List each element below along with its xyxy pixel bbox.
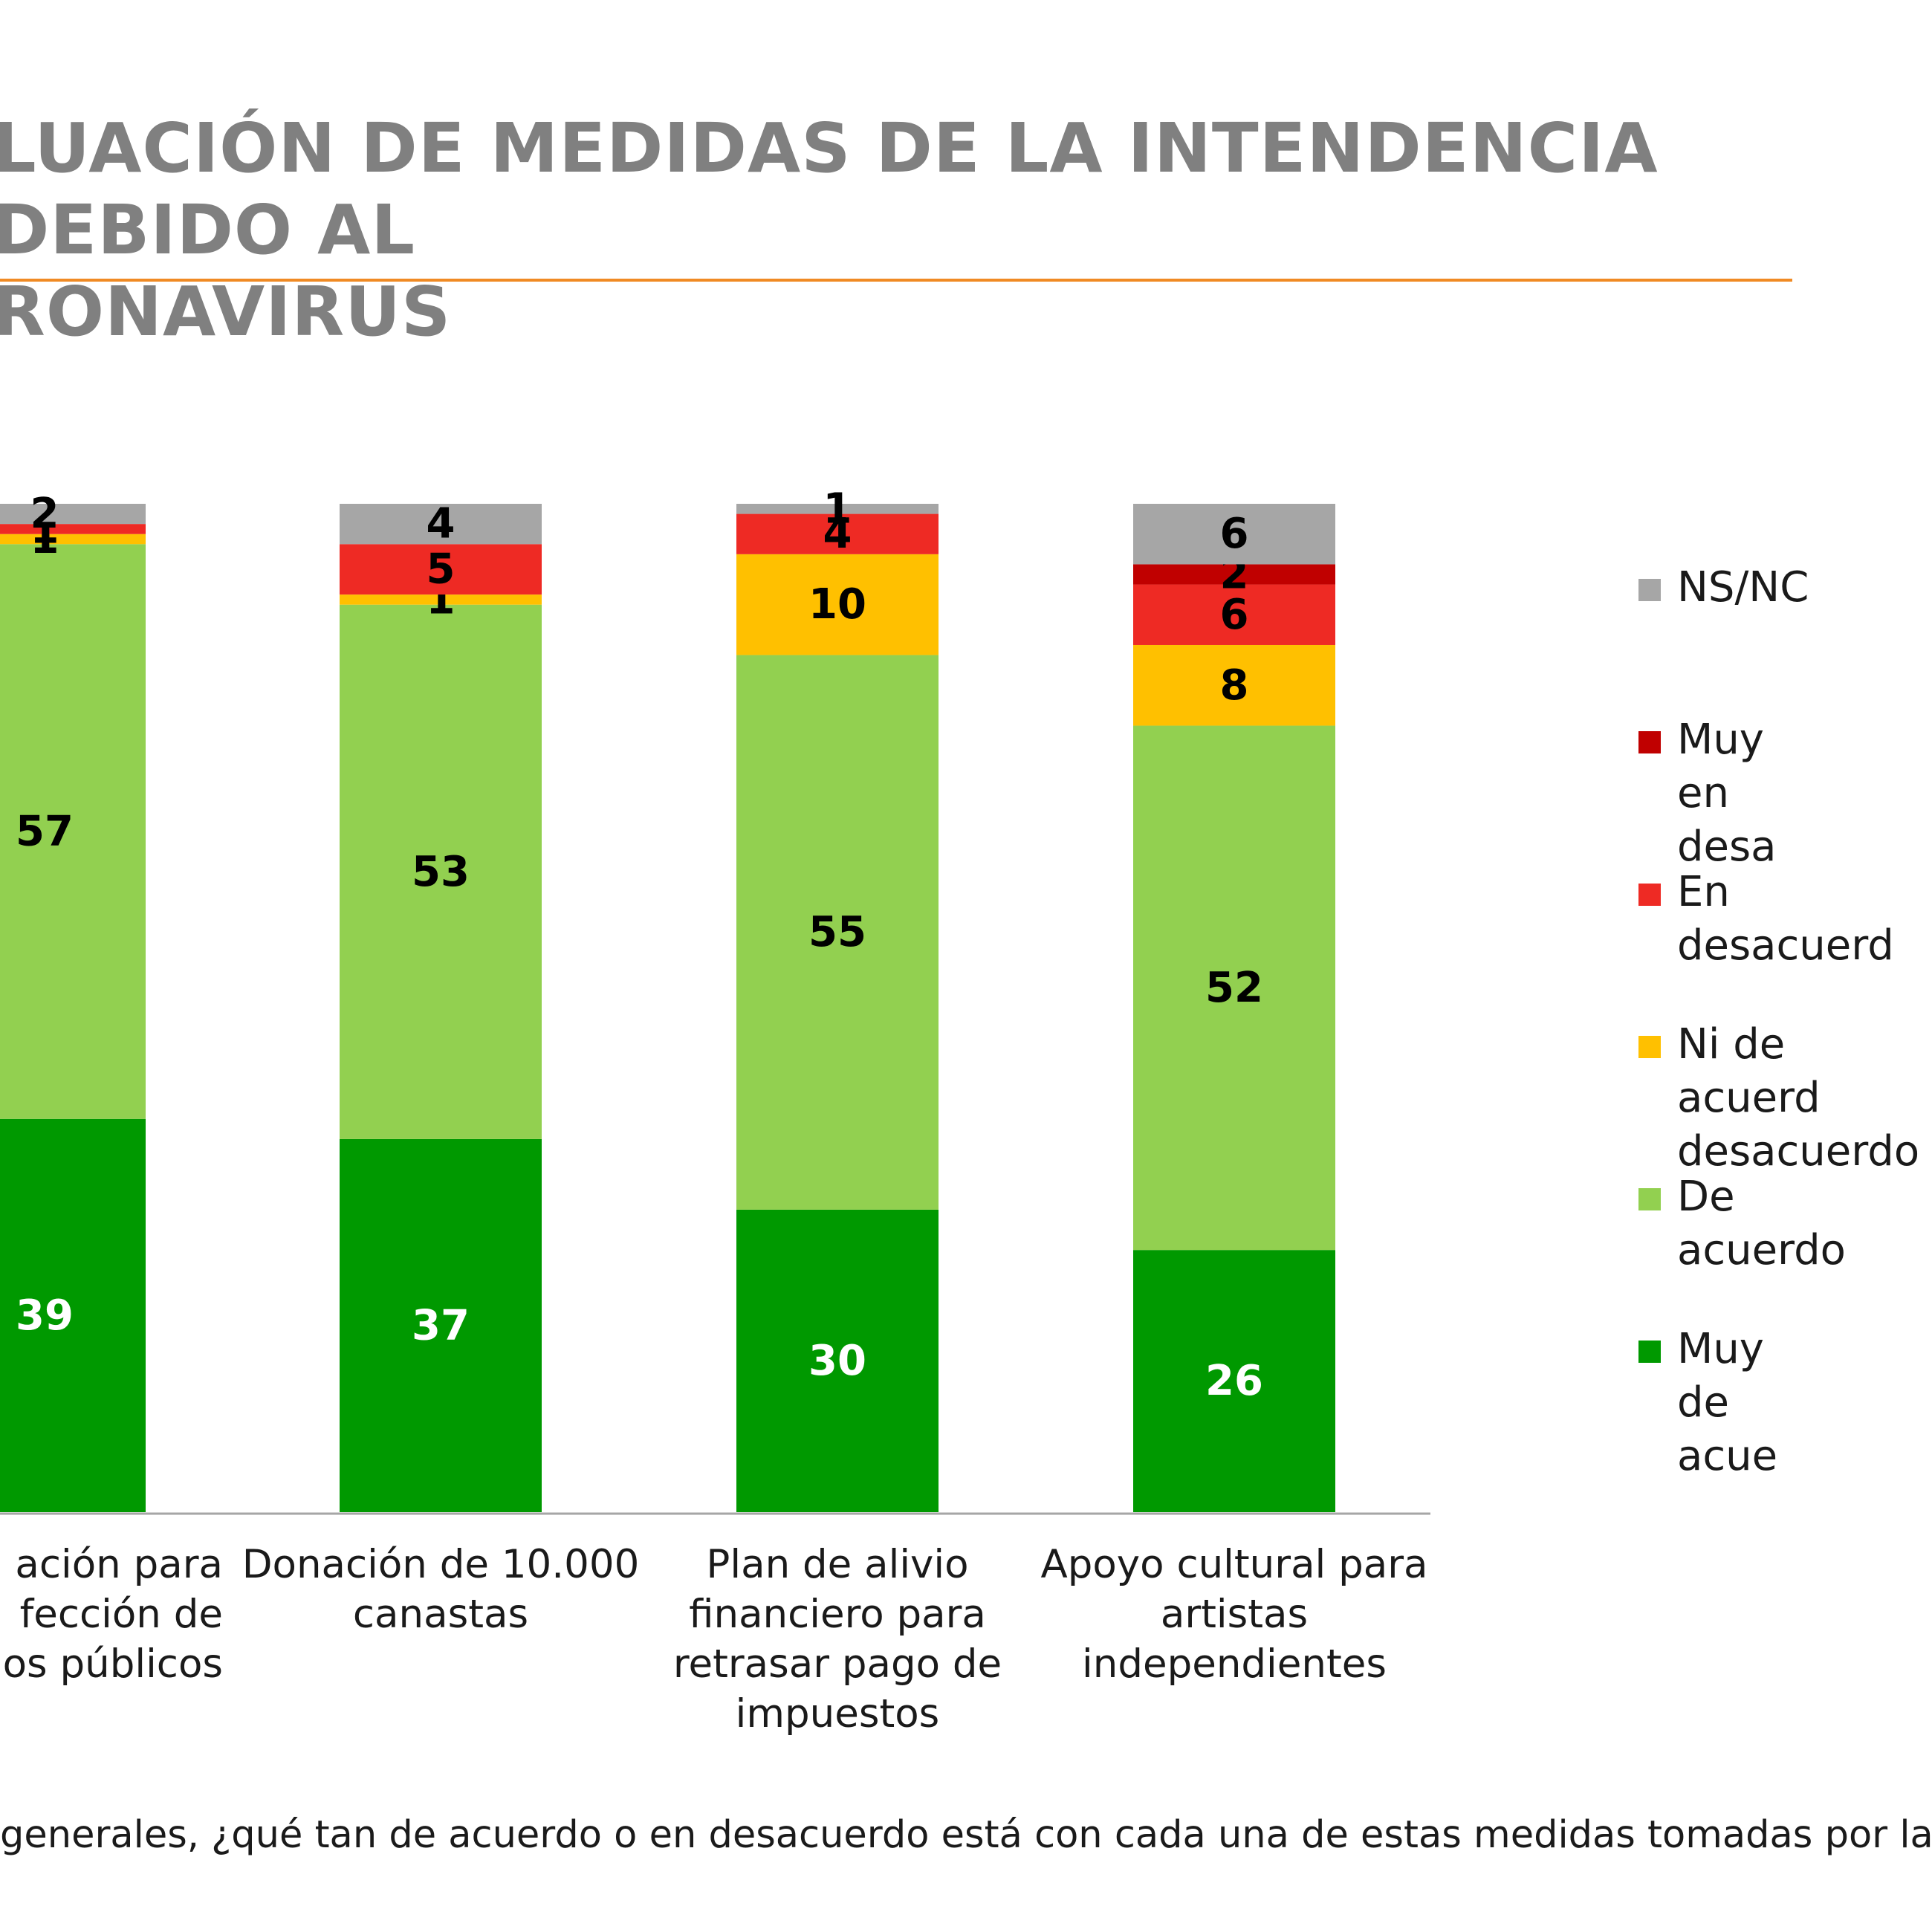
data-label: 10: [808, 580, 866, 629]
data-label: 52: [1205, 964, 1263, 1012]
title-underline: [0, 279, 1792, 282]
legend-label: Ni de acuerd desacuerdo: [1677, 1020, 1920, 1176]
bar-segment: [340, 594, 542, 605]
bar-segment: [1133, 584, 1335, 645]
data-label: 57: [16, 808, 74, 856]
legend-label: En desacuerd: [1677, 868, 1894, 970]
data-label: 26: [1205, 1357, 1263, 1405]
bar-segment: [1133, 1250, 1335, 1512]
bar-segment: [0, 524, 146, 534]
bar-segment: [736, 1209, 939, 1512]
category-label: Donación de 10.000 canastas: [242, 1542, 640, 1637]
data-label: 4: [823, 510, 852, 558]
bar-segment: [340, 1138, 542, 1512]
data-label: 6: [1220, 510, 1249, 558]
bar-segment: [1133, 725, 1335, 1251]
data-label: 1: [823, 484, 852, 533]
data-label: 55: [808, 908, 866, 956]
data-label: 53: [412, 848, 470, 896]
bar-segment: [0, 534, 146, 545]
legend-swatch: [1638, 1341, 1661, 1363]
bar-segment: [736, 504, 939, 514]
bar-segment: [1133, 564, 1335, 585]
legend-swatch: [1638, 1036, 1661, 1058]
data-label: 4: [427, 500, 456, 548]
legend-swatch: [1638, 884, 1661, 906]
legend-label: NS/NC: [1677, 563, 1809, 612]
data-label: 30: [808, 1337, 866, 1385]
data-label: 8: [1220, 661, 1249, 710]
category-label: Plan de alivio financiero para retrasar …: [672, 1542, 1002, 1737]
legend-swatch: [1638, 731, 1661, 753]
bar-segment: [340, 604, 542, 1139]
category-label: ación para fección de os públicos: [2, 1542, 223, 1687]
bar-segment: [736, 554, 939, 655]
category-label: Apoyo cultural para artistas independien…: [1040, 1542, 1428, 1687]
bar-segment: [1133, 504, 1335, 565]
bar-segment: [736, 655, 939, 1210]
bar-segment: [340, 544, 542, 595]
chart-title: LUACIÓN DE MEDIDAS DE LA INTENDENCIA DEB…: [0, 108, 1659, 351]
legend-label: De acuerdo: [1677, 1173, 1846, 1274]
bar-segment: [0, 1118, 146, 1512]
legend-swatch: [1638, 579, 1661, 601]
legend-swatch: [1638, 1188, 1661, 1210]
bar-segment: [340, 504, 542, 545]
legend-label: Muy de acue: [1677, 1325, 1778, 1480]
bar-segment: [1133, 644, 1335, 726]
data-label: 6: [1220, 591, 1249, 639]
bar-segment: [0, 544, 146, 1119]
bar-segment: [736, 513, 939, 554]
data-label: 2: [30, 490, 59, 538]
data-label: 5: [427, 545, 456, 594]
legend-label: Muy en desa: [1677, 716, 1777, 871]
survey-question-footnote: generales, ¿qué tan de acuerdo o en desa…: [0, 1813, 1932, 1857]
bar-segment: [0, 504, 146, 525]
data-label: 37: [412, 1301, 470, 1349]
data-label: 39: [16, 1291, 74, 1340]
